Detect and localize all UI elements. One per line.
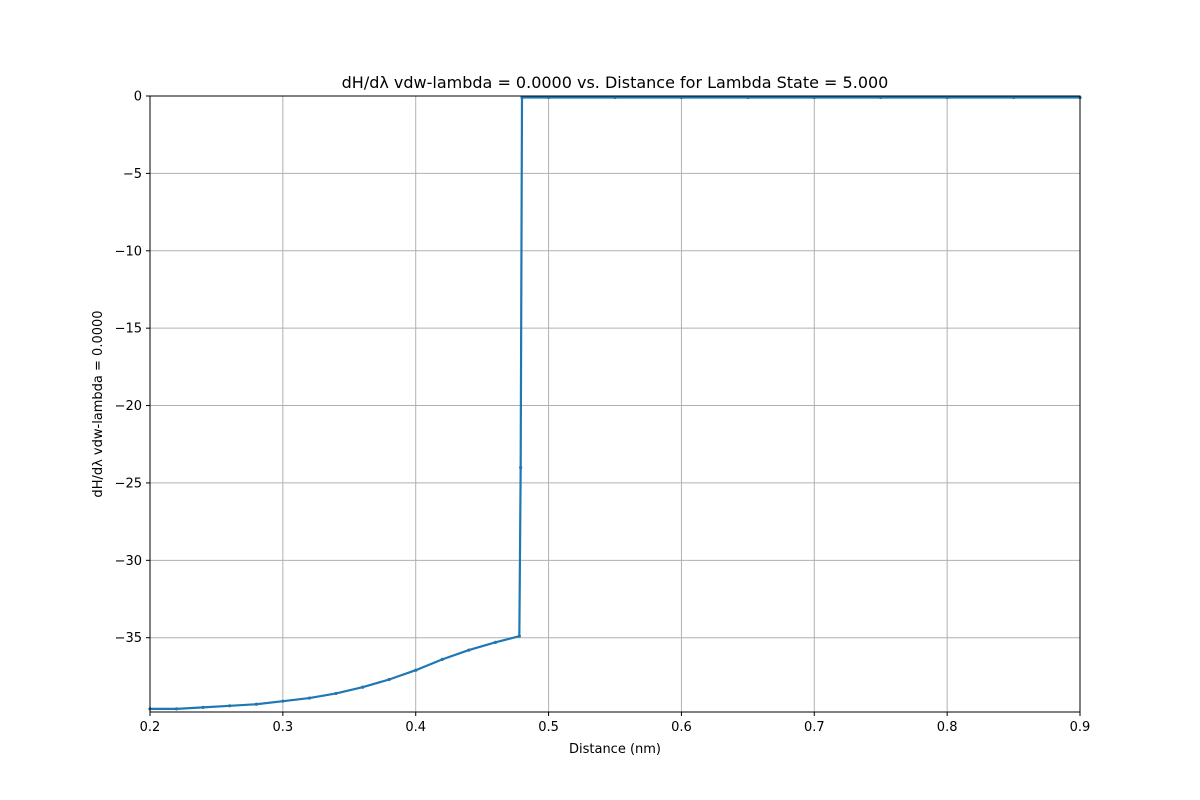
y-tick-label: −35 — [115, 631, 142, 646]
data-layer — [148, 95, 1082, 711]
data-point — [387, 677, 391, 682]
data-point — [254, 702, 258, 706]
data-point — [493, 640, 498, 644]
y-axis-title: dH/dλ vdw-lambda = 0.0000 — [91, 310, 106, 497]
y-tick-label: −30 — [115, 554, 142, 569]
data-point — [228, 704, 232, 708]
y-axis: 0 −5 −10 −15 −20 −25 −30 −35 — [115, 90, 150, 646]
y-tick-label: 0 — [134, 90, 142, 105]
plot-area — [150, 96, 1080, 712]
data-point — [519, 465, 523, 470]
data-point — [201, 705, 205, 709]
series-line — [150, 96, 1080, 711]
data-point — [1011, 95, 1016, 100]
data-point — [679, 95, 684, 100]
data-point — [812, 95, 816, 100]
data-point — [360, 685, 365, 689]
y-tick-label: −15 — [115, 322, 142, 337]
y-tick-label: −20 — [115, 399, 142, 414]
x-tick-label: 0.5 — [538, 720, 559, 735]
data-point — [174, 707, 179, 711]
x-axis: 0.2 0.3 0.4 0.5 0.6 0.7 0.8 0.9 — [140, 712, 1091, 735]
plot-frame — [149, 95, 1081, 713]
data-point — [440, 657, 444, 661]
chart-title: dH/dλ vdw-lambda = 0.0000 vs. Distance f… — [342, 73, 889, 92]
data-point — [281, 699, 285, 703]
x-tick-label: 0.8 — [937, 720, 958, 735]
x-tick-label: 0.4 — [405, 720, 426, 735]
data-point — [467, 648, 471, 652]
data-point — [520, 95, 524, 100]
x-tick-label: 0.9 — [1070, 720, 1091, 735]
data-point — [613, 95, 617, 100]
data-point — [334, 691, 338, 696]
x-tick-label: 0.3 — [273, 720, 294, 735]
y-tick-label: −5 — [123, 167, 142, 182]
x-axis-title: Distance (nm) — [569, 742, 661, 757]
data-point — [945, 95, 949, 100]
data-point — [414, 668, 418, 672]
x-tick-label: 0.2 — [140, 720, 161, 735]
y-tick-label: −25 — [115, 476, 142, 491]
data-point — [746, 95, 750, 100]
data-point — [517, 634, 521, 638]
y-tick-label: −10 — [115, 244, 142, 259]
x-tick-label: 0.7 — [804, 720, 825, 735]
data-point — [546, 95, 551, 100]
data-point — [879, 95, 883, 100]
data-point — [307, 696, 312, 700]
x-tick-label: 0.6 — [671, 720, 692, 735]
